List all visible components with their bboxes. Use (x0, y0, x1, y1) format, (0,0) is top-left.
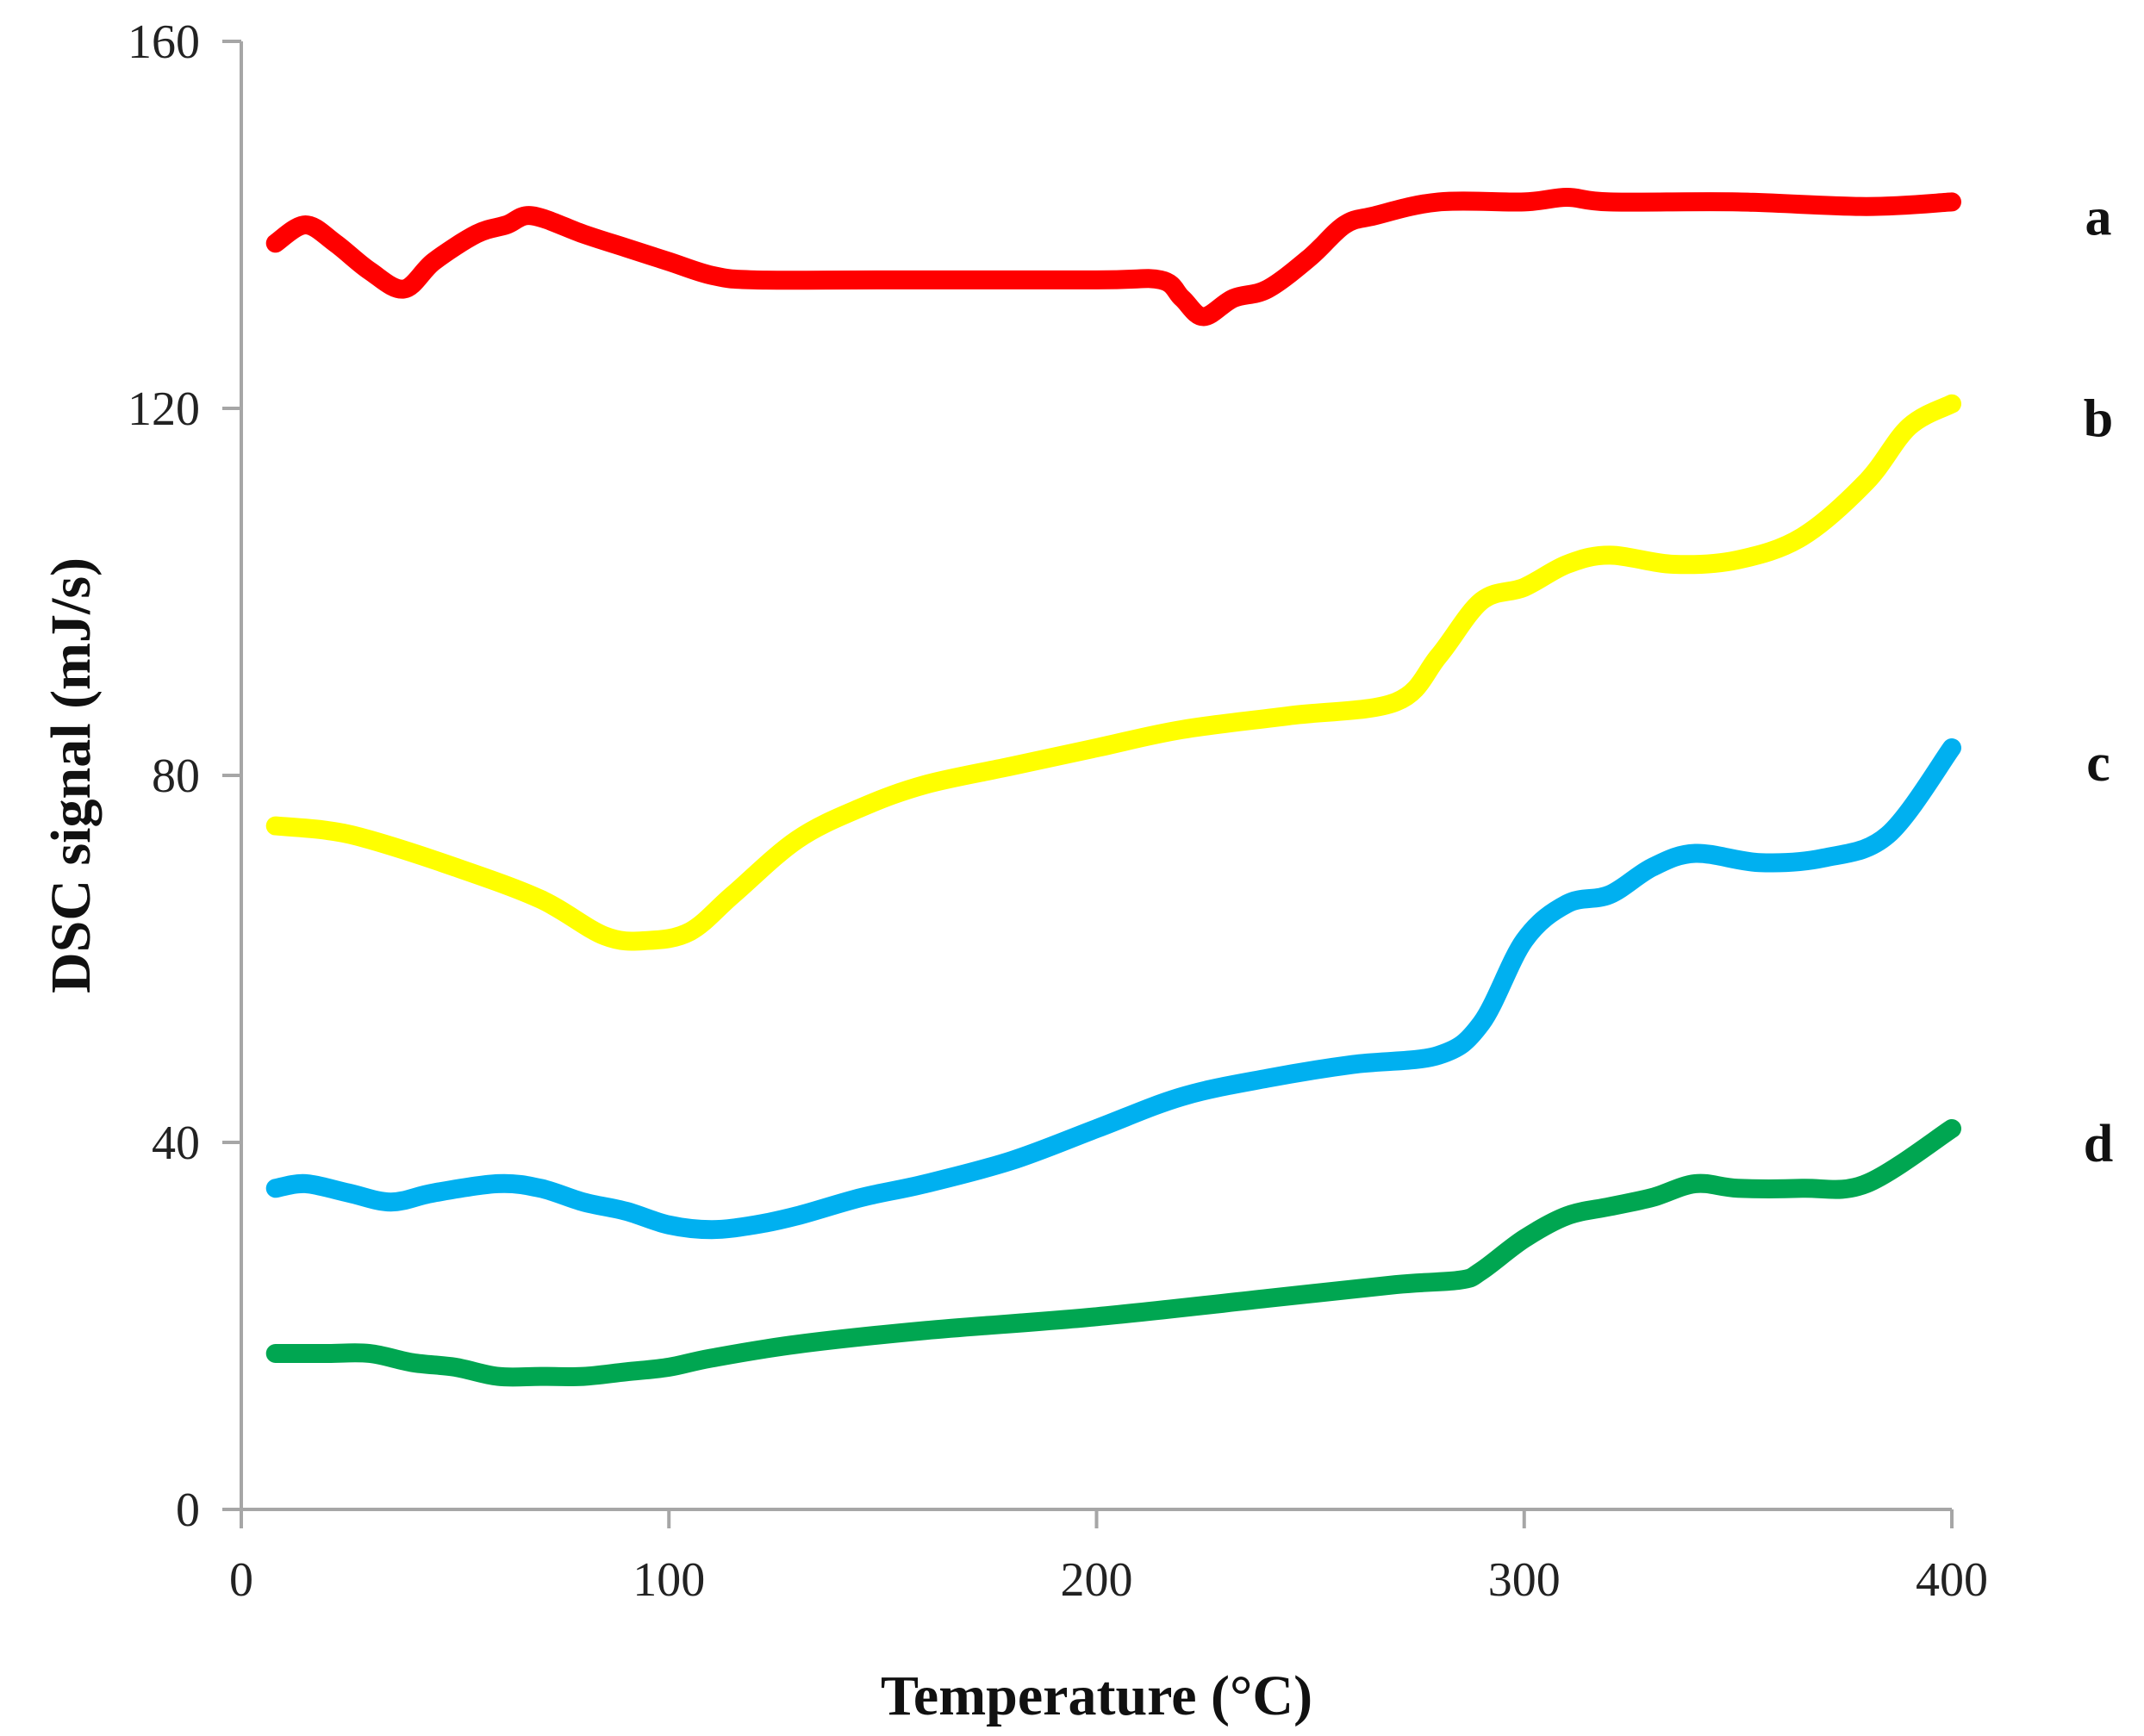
series-line-d (265, 1119, 1961, 1387)
x-tick-label: 100 (633, 1553, 705, 1607)
x-tick-label: 200 (1061, 1553, 1133, 1607)
series-layer (265, 188, 1961, 1387)
x-tick-label: 400 (1916, 1553, 1988, 1607)
y-tick-label: 160 (128, 16, 200, 69)
series-line-b (265, 394, 1961, 951)
series-labels: a b c d (2084, 188, 2113, 1173)
y-ticks: 0 40 80 120 160 (128, 16, 241, 1537)
x-axis-title: Temperature (°C) (881, 1664, 1312, 1727)
series-label-d: d (2084, 1115, 2113, 1173)
y-axis-title: DSC signal (mJ/s) (40, 557, 103, 993)
x-tick-label: 0 (229, 1553, 253, 1607)
y-tick-label: 80 (152, 750, 200, 803)
x-ticks: 0 100 200 300 400 (229, 1509, 1988, 1607)
x-tick-label: 300 (1488, 1553, 1561, 1607)
y-tick-label: 40 (152, 1117, 200, 1170)
series-label-c: c (2086, 734, 2110, 793)
series-line-a (265, 188, 1961, 327)
series-label-a: a (2085, 188, 2112, 246)
y-tick-label: 0 (176, 1484, 200, 1537)
series-label-b: b (2084, 390, 2113, 449)
y-tick-label: 120 (128, 383, 200, 436)
series-line-c (265, 738, 1961, 1240)
